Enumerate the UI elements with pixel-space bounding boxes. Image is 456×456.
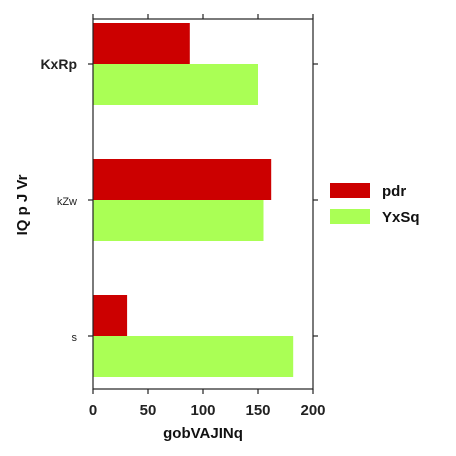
x-tick-label: 0 xyxy=(89,402,97,419)
bar-YxSq-s xyxy=(93,336,294,377)
bar-YxSq-KxRp xyxy=(93,64,258,105)
bar-YxSq-kZw xyxy=(93,200,264,241)
y-tick-label: s xyxy=(72,332,78,344)
legend-label-pdr: pdr xyxy=(382,183,406,200)
y-ticks: KxRp kZw s xyxy=(40,56,318,344)
y-axis-title: IQ p J Vr xyxy=(14,174,31,235)
legend: pdr YxSq xyxy=(330,183,420,226)
y-tick-label: KxRp xyxy=(40,56,77,72)
bars-group xyxy=(93,23,294,377)
y-tick-label: kZw xyxy=(57,196,77,208)
x-tick-label: 100 xyxy=(190,402,215,419)
x-tick-label: 150 xyxy=(245,402,270,419)
x-tick-label: 200 xyxy=(300,402,325,419)
legend-swatch-pdr xyxy=(330,183,370,198)
x-tick-label: 50 xyxy=(140,402,157,419)
x-axis-title: gobVAJINq xyxy=(163,425,243,442)
legend-label-YxSq: YxSq xyxy=(382,209,420,226)
legend-swatch-YxSq xyxy=(330,209,370,224)
x-ticks: 0 50 100 150 200 xyxy=(89,14,326,419)
bar-pdr-s xyxy=(93,295,128,336)
bar-pdr-kZw xyxy=(93,159,272,200)
bar-pdr-KxRp xyxy=(93,23,190,64)
